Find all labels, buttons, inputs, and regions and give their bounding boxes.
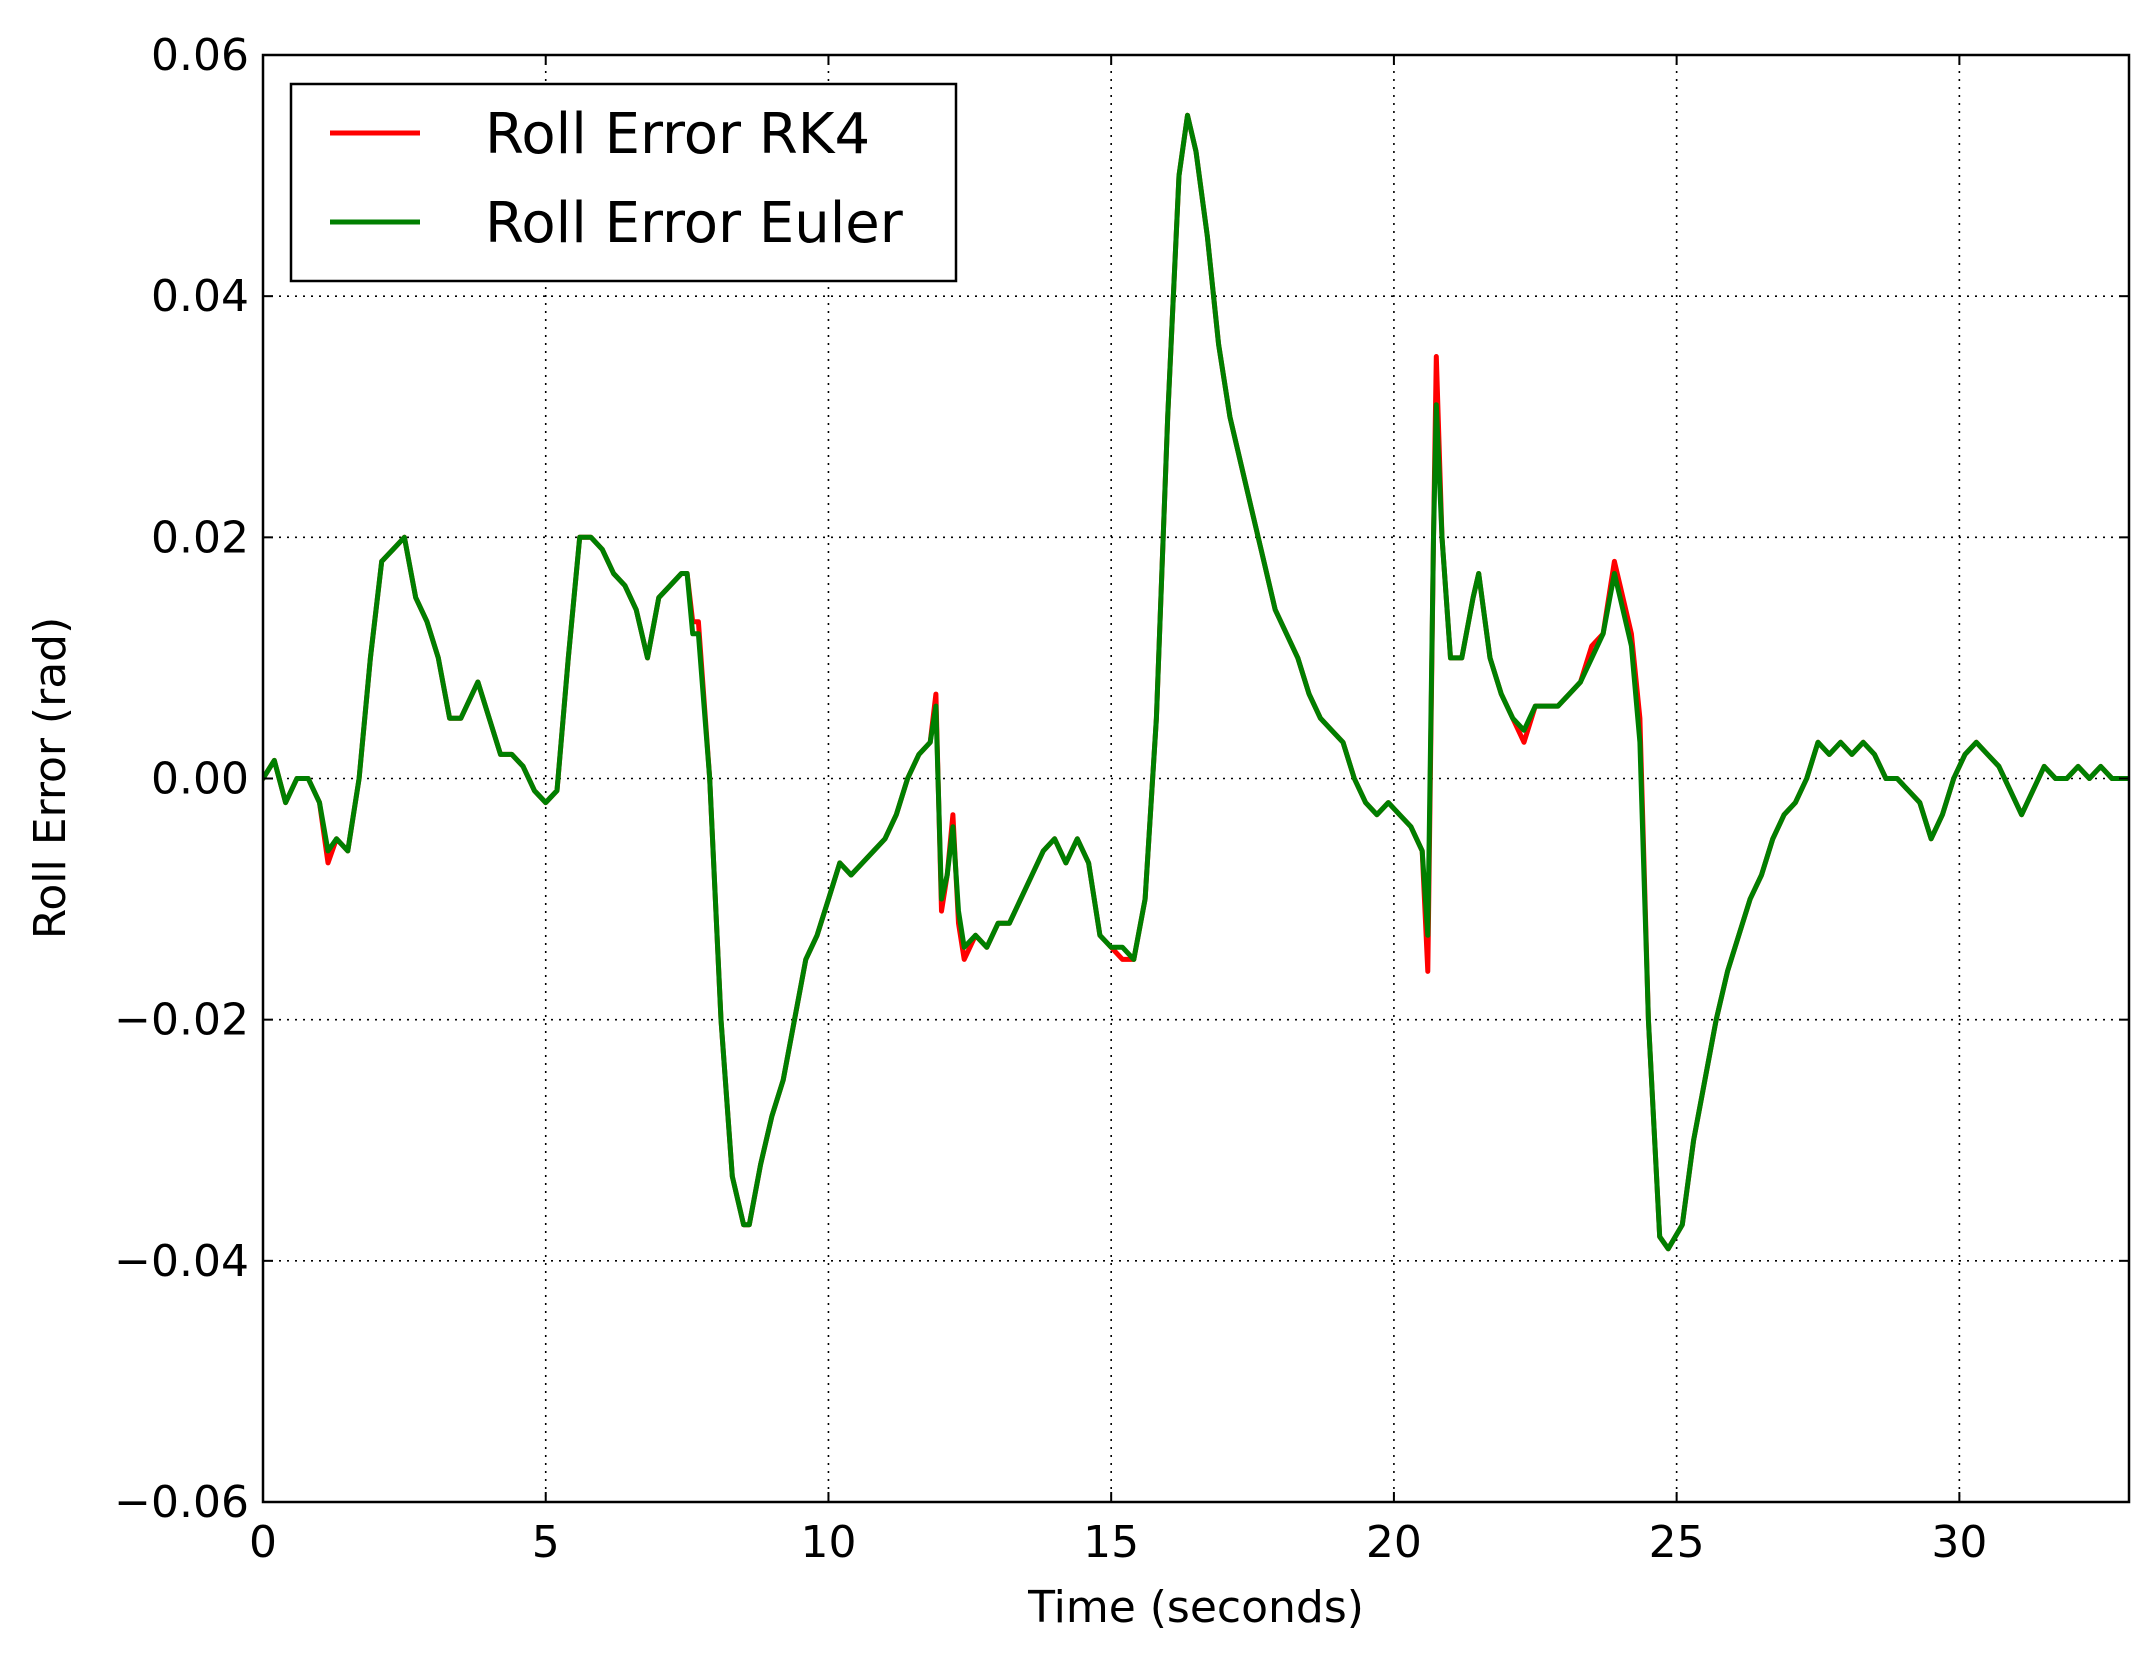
y-tick-label: 0.02: [151, 512, 249, 563]
y-tick-label: −0.04: [114, 1236, 249, 1287]
y-tick-label: 0.04: [151, 271, 249, 322]
legend-label-rk4: Roll Error RK4: [485, 102, 870, 167]
x-tick-label: 10: [800, 1517, 856, 1568]
x-tick-label: 5: [532, 1517, 560, 1568]
axis-ticks: 0 5 10 15 20 25 30 −0.06 −0.04 −0.02 0.00 0.02 0.04 0…: [114, 30, 2129, 1568]
y-tick-label: 0.06: [151, 30, 249, 81]
x-tick-label: 15: [1083, 1517, 1139, 1568]
legend-label-euler: Roll Error Euler: [485, 191, 904, 256]
y-tick-label: −0.06: [114, 1477, 249, 1528]
series-line-euler: [263, 112, 2129, 1252]
x-tick-label: 20: [1366, 1517, 1422, 1568]
y-axis-label: Roll Error (rad): [25, 617, 76, 940]
legend-box: [289, 82, 958, 283]
y-tick-label: 0.00: [151, 754, 249, 805]
grid: [263, 55, 2129, 1502]
x-tick-label: 30: [1931, 1517, 1987, 1568]
legend: Roll Error RK4 Roll Error Euler: [289, 82, 958, 283]
y-tick-label: −0.02: [114, 995, 249, 1046]
x-axis-label: Time (seconds): [1027, 1582, 1364, 1633]
series-lines: [263, 112, 2129, 1252]
x-tick-label: 0: [249, 1517, 277, 1568]
x-tick-label: 25: [1649, 1517, 1705, 1568]
